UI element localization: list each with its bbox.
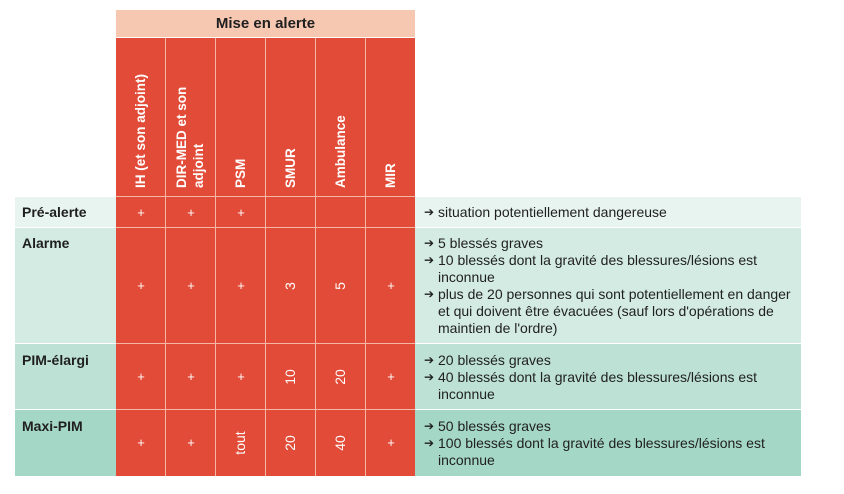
cell-value: 20 xyxy=(332,369,348,385)
cell-value: + xyxy=(137,435,145,450)
criteria-item: ➔ situation potentiellement dangereuse xyxy=(424,204,667,220)
cell-value: + xyxy=(187,369,195,384)
cell-value: + xyxy=(237,205,245,220)
cell-value: + xyxy=(237,369,245,384)
cell-value: tout xyxy=(232,431,248,455)
row-label-maxi-pim: Maxi-PIM xyxy=(22,418,83,434)
cell-value: + xyxy=(187,205,195,220)
criteria-pim-elargi: ➔ 20 blessés graves ➔ 40 blessés dont la g… xyxy=(424,352,796,403)
column-header-dir-med: DIR-MED et son xyxy=(174,86,189,188)
row-separator xyxy=(415,409,801,410)
cell-value: + xyxy=(387,278,395,293)
arrow-right-icon: ➔ xyxy=(424,419,435,433)
criteria-item: ➔ 50 blessés graves xyxy=(424,418,551,434)
column-header-smur: SMUR xyxy=(283,148,298,188)
cell-value: + xyxy=(237,278,245,293)
arrow-right-icon: ➔ xyxy=(424,353,435,367)
row-divider xyxy=(116,196,415,197)
criteria-item: ➔ plus de 20 personnes qui sont potentiel… xyxy=(424,286,791,336)
criteria-pre-alerte: ➔ situation potentiellement dangereuse xyxy=(424,204,796,221)
criteria-item: ➔ 5 blessés graves xyxy=(424,235,544,251)
row-label-pim-elargi: PIM-élargi xyxy=(22,352,89,368)
cell-value: + xyxy=(137,369,145,384)
criteria-alarme: ➔ 5 blessés graves ➔ 10 blessés dont la gr… xyxy=(424,235,796,337)
arrow-right-icon: ➔ xyxy=(424,287,435,301)
column-header-ih: IH (et son adjoint) xyxy=(133,74,148,188)
col-divider xyxy=(365,38,366,476)
row-divider xyxy=(116,343,415,344)
cell-value: + xyxy=(187,278,195,293)
arrow-right-icon: ➔ xyxy=(424,205,435,219)
col-divider xyxy=(265,38,266,476)
cell-value: + xyxy=(387,369,395,384)
cell-value: 20 xyxy=(282,435,298,451)
row-divider xyxy=(116,227,415,228)
row-divider xyxy=(116,409,415,410)
col-divider xyxy=(315,38,316,476)
criteria-item: ➔ 40 blessés dont la gravité des blessure… xyxy=(424,369,758,402)
column-header-ambulance: Ambulance xyxy=(333,115,348,188)
row-label-alarme: Alarme xyxy=(22,235,70,251)
criteria-item: ➔ 100 blessés dont la gravité des blessur… xyxy=(424,435,765,468)
column-header-dir-med-line2: adjoint xyxy=(191,143,206,188)
arrow-right-icon: ➔ xyxy=(424,370,435,384)
arrow-right-icon: ➔ xyxy=(424,236,435,250)
column-header-mir: MIR xyxy=(383,163,398,188)
row-separator xyxy=(15,227,116,228)
criteria-maxi-pim: ➔ 50 blessés graves ➔ 100 blessés dont la … xyxy=(424,418,796,469)
header-title: Mise en alerte xyxy=(116,10,415,37)
col-divider xyxy=(165,38,166,476)
cell-value: + xyxy=(187,435,195,450)
cell-value: 3 xyxy=(282,282,298,290)
cell-value: 40 xyxy=(332,435,348,451)
arrow-right-icon: ➔ xyxy=(424,436,435,450)
cell-value: 5 xyxy=(332,282,348,290)
cell-value: + xyxy=(387,435,395,450)
row-label-pre-alerte: Pré-alerte xyxy=(22,204,87,220)
arrow-right-icon: ➔ xyxy=(424,253,435,267)
criteria-item: ➔ 10 blessés dont la gravité des blessure… xyxy=(424,252,758,285)
row-separator xyxy=(15,343,116,344)
col-divider xyxy=(215,38,216,476)
column-header-psm: PSM xyxy=(233,158,248,188)
cell-value: + xyxy=(137,205,145,220)
cell-value: 10 xyxy=(282,369,298,385)
row-separator xyxy=(415,227,801,228)
row-separator xyxy=(415,343,801,344)
row-separator xyxy=(15,409,116,410)
criteria-item: ➔ 20 blessés graves xyxy=(424,352,551,368)
cell-value: + xyxy=(137,278,145,293)
